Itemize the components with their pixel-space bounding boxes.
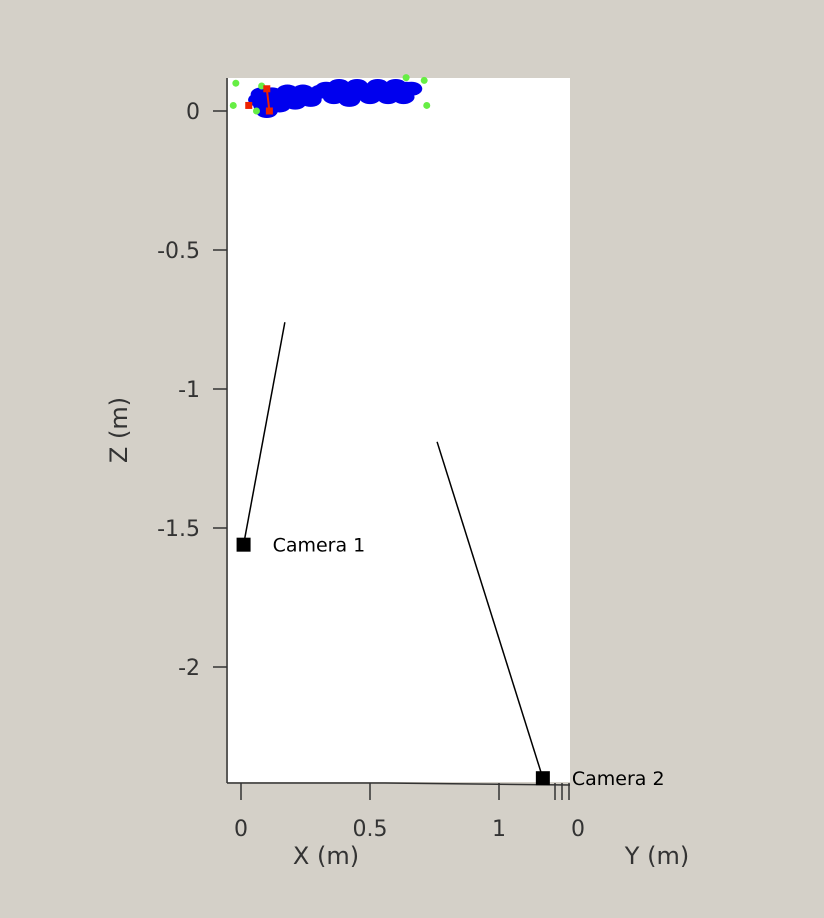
green-marker [420, 76, 428, 84]
point-cloud [248, 78, 423, 118]
camera-label: Camera 2 [572, 768, 665, 790]
z-axis-title: Z (m) [105, 397, 133, 463]
green-marker [402, 74, 410, 82]
z-axis-ticks: 0 -0.5 -1 -1.5 -2 [157, 100, 227, 681]
point-cloud-point [346, 78, 369, 93]
z-tick-label: -0.5 [157, 239, 200, 264]
point-cloud-point [328, 78, 351, 93]
camera-marker [535, 771, 550, 786]
x-tick-label: 0.5 [353, 817, 388, 842]
x-axis-title: X (m) [293, 842, 359, 870]
red-marker [245, 101, 253, 109]
x-axis-ticks: 0 0.5 1 [234, 783, 506, 842]
x-tick-label: 0 [234, 817, 248, 842]
green-marker [252, 107, 260, 115]
green-markers [229, 74, 431, 115]
y-axis-title: Y (m) [624, 842, 689, 870]
z-tick-label: -1.5 [157, 517, 200, 542]
z-tick-label: -1 [178, 378, 200, 403]
green-marker [229, 101, 237, 109]
point-cloud-point [366, 78, 389, 93]
point-cloud-point [299, 92, 322, 107]
camera-direction-lines [242, 322, 544, 779]
x-tick-label: 1 [492, 817, 506, 842]
green-marker [423, 101, 431, 109]
point-cloud-point [384, 78, 407, 93]
point-cloud-point [276, 84, 299, 99]
point-cloud-point [359, 90, 381, 105]
point-cloud-point [392, 90, 415, 105]
red-marker-link [265, 88, 271, 112]
point-cloud-point [377, 90, 400, 105]
red-markers [245, 85, 273, 115]
y-tick-label: 0 [571, 817, 585, 842]
green-marker [232, 79, 240, 87]
camera-direction-line [436, 441, 544, 779]
camera-label: Camera 1 [273, 535, 366, 557]
camera-markers: Camera 1 Camera 2 [236, 535, 665, 790]
camera-marker [236, 537, 251, 552]
point-cloud-point [338, 92, 361, 107]
camera-direction-line [242, 322, 286, 545]
z-tick-label: -2 [178, 656, 200, 681]
z-tick-label: 0 [186, 100, 200, 125]
y-axis-ticks: 0 [554, 783, 585, 842]
plot-area [228, 78, 570, 782]
